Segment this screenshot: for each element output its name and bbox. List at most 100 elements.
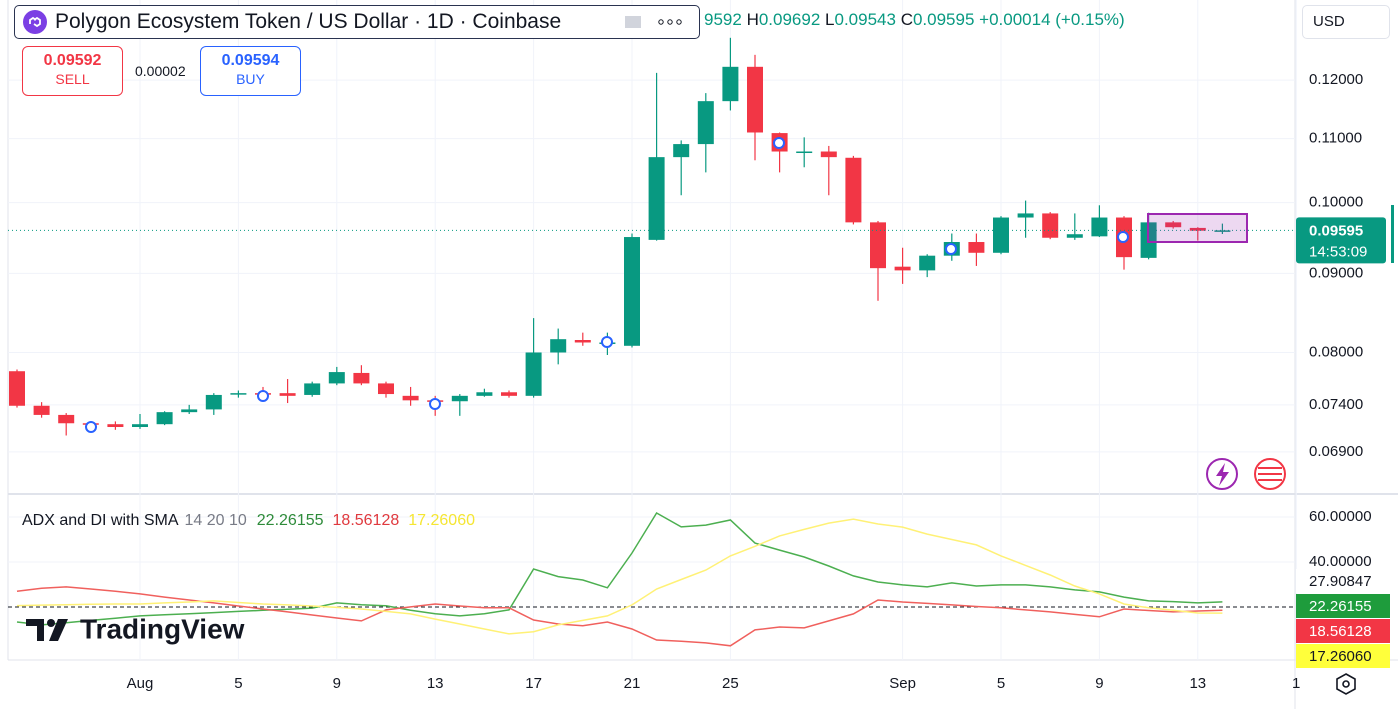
x-tick-label: Aug — [127, 675, 154, 692]
tradingview-logo: TradingView — [26, 613, 245, 644]
candle-body — [968, 242, 985, 253]
indicator-title: ADX and DI with SMA — [22, 512, 179, 529]
symbol-logo-glyph — [29, 16, 41, 28]
candle-body — [820, 151, 837, 158]
y-tick-label: 0.10000 — [1309, 194, 1363, 211]
y-tick-label: 0.12000 — [1309, 71, 1363, 88]
candle-body — [747, 66, 763, 133]
candle-body — [279, 393, 296, 396]
y-tick-label: 60.00000 — [1309, 508, 1372, 525]
candle-body — [919, 255, 936, 271]
x-tick-label: 17 — [525, 675, 542, 692]
candle-body — [574, 340, 591, 343]
more-button[interactable] — [655, 13, 685, 31]
logo-glyph — [49, 619, 68, 641]
candle-body — [1042, 213, 1059, 238]
candle-body — [304, 383, 321, 395]
sell-label: SELL — [55, 71, 90, 87]
indicator-line — [16, 511, 1223, 626]
ohlc-legend: 9592 H0.09692 L0.09543 C0.09595 +0.00014… — [704, 10, 1125, 30]
candle-body — [230, 393, 247, 395]
last-price-tag — [1296, 217, 1386, 264]
candle-body — [993, 217, 1009, 253]
ohlc-value: 0.09543 — [834, 10, 896, 29]
candle-body — [697, 101, 714, 145]
candle-body — [1165, 222, 1182, 228]
indicator-line — [16, 586, 1223, 647]
candle-body — [722, 66, 739, 102]
ohlc-key: C — [900, 10, 913, 29]
brand-text: TradingView — [80, 613, 245, 644]
candle-body — [1214, 230, 1231, 232]
candle-body — [894, 266, 911, 271]
value-tag — [1296, 594, 1390, 618]
event-marker[interactable] — [257, 390, 269, 402]
x-tick-label: 9 — [1095, 675, 1103, 692]
symbol-box[interactable]: Polygon Ecosystem Token / US Dollar · 1D… — [14, 5, 700, 39]
x-tick-label: 5 — [234, 675, 242, 692]
ohlc-value: 0.09595 — [912, 10, 975, 29]
price-scale-marker — [1391, 205, 1394, 263]
y-tick-label: 40.00000 — [1309, 553, 1372, 570]
candle-body — [648, 157, 665, 240]
event-marker[interactable] — [773, 137, 785, 149]
candle-body — [501, 392, 517, 396]
y-tick-label: 0.07400 — [1309, 396, 1363, 413]
currency: USD — [1313, 13, 1345, 30]
x-tick-label: 5 — [997, 675, 1005, 692]
logo-glyph — [47, 619, 55, 627]
candle-body — [132, 424, 148, 428]
spread: 0.00002 — [135, 63, 186, 79]
buy-button[interactable]: 0.09594 BUY — [200, 46, 301, 96]
candle-body — [673, 144, 690, 158]
candle-body — [624, 237, 640, 346]
event-marker[interactable] — [945, 243, 957, 255]
indicator-pane — [8, 511, 1295, 647]
sell-price: 0.09592 — [43, 52, 102, 69]
symbol-logo — [23, 10, 47, 34]
x-tick-label: 13 — [1189, 675, 1206, 692]
candle-body — [550, 339, 567, 353]
candle-body — [1066, 234, 1083, 238]
settings-icon[interactable] — [1336, 673, 1356, 695]
sell-button[interactable]: 0.09592 SELL — [22, 46, 123, 96]
y-tick-label: 0.11000 — [1309, 130, 1362, 147]
event-marker[interactable] — [429, 398, 441, 410]
overlay: TradingView ADX and DI with SMA 14 20 10… — [22, 137, 1394, 695]
logo-glyph — [26, 619, 44, 641]
symbol-logo-circle — [23, 10, 47, 34]
candle-body — [845, 157, 862, 223]
flag-button[interactable] — [623, 13, 645, 31]
flag-button-glyph — [625, 16, 641, 28]
dot — [676, 19, 682, 25]
indicator-params: 14 20 10 — [185, 512, 247, 529]
x-tick-label: Sep — [889, 675, 916, 692]
dot — [658, 19, 664, 25]
x-tick-label: 13 — [427, 675, 444, 692]
ohlc-value: 9592 — [704, 10, 742, 29]
price-pane — [8, 37, 1295, 436]
candle-body — [58, 414, 75, 424]
event-marker[interactable] — [85, 421, 97, 433]
candle-body — [1189, 227, 1206, 231]
value-tag-label: 18.56128 — [1309, 623, 1372, 640]
indicator-value: 18.56128 — [333, 512, 400, 529]
symbol-title: Polygon Ecosystem Token / US Dollar · 1D… — [55, 10, 562, 33]
ohlc-key: H — [746, 10, 759, 29]
candle-body — [353, 372, 370, 384]
buy-label: BUY — [236, 71, 265, 87]
candle-body — [181, 409, 198, 413]
x-tick-label: 21 — [624, 675, 641, 692]
event-marker[interactable] — [1117, 231, 1129, 243]
ohlc-key: L — [825, 10, 835, 29]
ohlc-value: 0.09692 — [758, 10, 821, 29]
candle-body — [796, 151, 813, 154]
value-tag — [1296, 569, 1390, 593]
currency-selector[interactable]: USD — [1302, 5, 1390, 39]
candle-body — [1091, 217, 1108, 237]
candle-body — [402, 395, 419, 401]
candle-body — [451, 395, 468, 402]
event-marker[interactable] — [601, 336, 613, 348]
drawing-rectangle[interactable] — [1147, 213, 1248, 243]
